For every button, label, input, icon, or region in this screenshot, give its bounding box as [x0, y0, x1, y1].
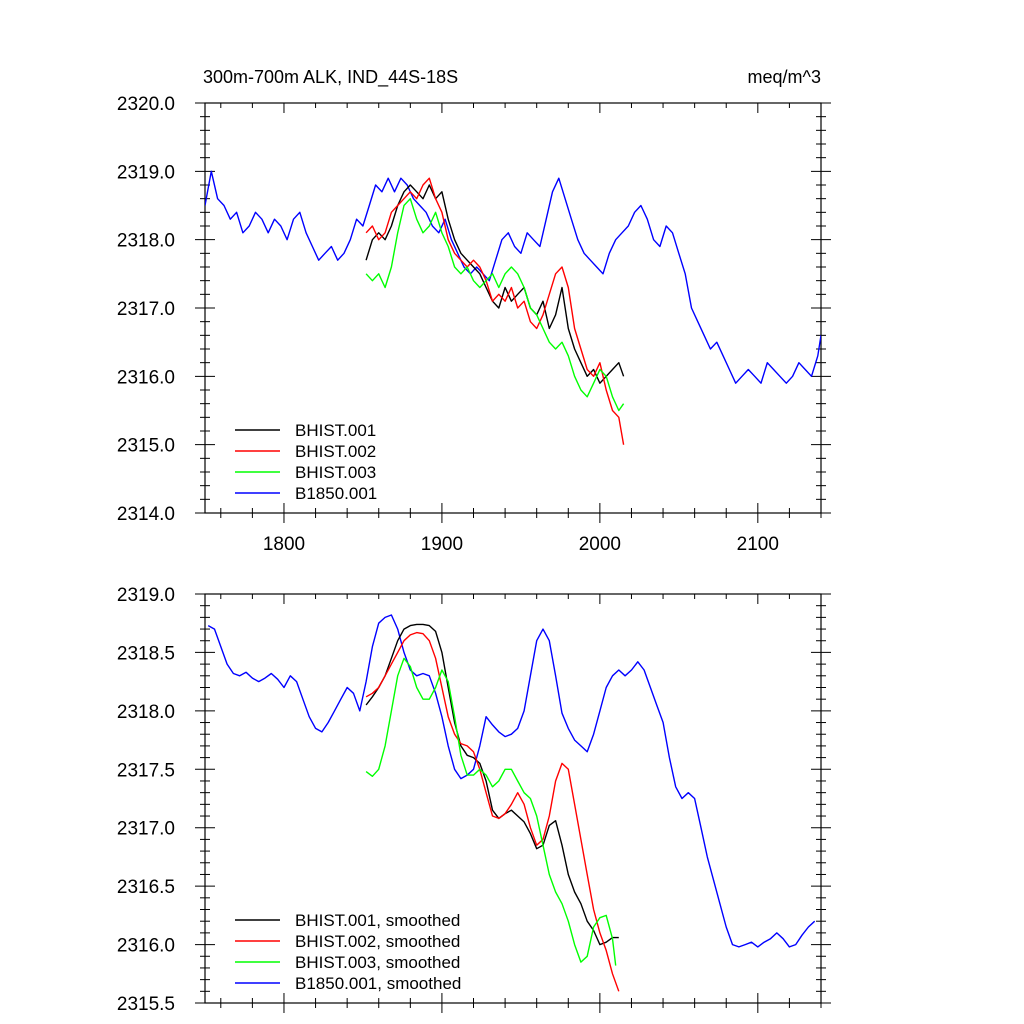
y-tick-label: 2317.0	[117, 819, 175, 840]
y-tick-label: 2318.0	[117, 231, 175, 252]
chart-units: meq/m^3	[748, 67, 821, 87]
legend-label: BHIST.003	[295, 463, 376, 482]
y-tick-label: 2315.5	[117, 994, 175, 1015]
y-tick-label: 2319.0	[117, 162, 175, 183]
series-line-bhist-001	[365, 184, 625, 384]
legend-label: BHIST.001, smoothed	[295, 911, 460, 930]
legend-label: B1850.001, smoothed	[295, 974, 461, 993]
legend-label: BHIST.002, smoothed	[295, 932, 460, 951]
chart-top: 300m-700m ALK, IND_44S-18S meq/m^3 1800 1…	[117, 67, 831, 555]
x-tick-label: 2000	[579, 534, 621, 555]
chart-title: 300m-700m ALK, IND_44S-18S	[203, 67, 458, 88]
y-tick-label: 2316.5	[117, 877, 175, 898]
y-tick-label: 2318.0	[117, 702, 175, 723]
series-line-bhist-002	[365, 177, 625, 445]
legend-label: BHIST.003, smoothed	[295, 953, 460, 972]
series-line-bhist-003-smoothed	[365, 657, 617, 966]
plot-frame	[204, 593, 822, 1004]
y-tick-label: 2320.0	[117, 94, 175, 115]
x-tick-label: 1800	[263, 534, 305, 555]
y-tick-label: 2317.0	[117, 299, 175, 320]
y-tick-label: 2315.0	[117, 436, 175, 457]
series-line-bhist-002-smoothed	[365, 631, 620, 992]
y-tick-label: 2316.0	[117, 367, 175, 388]
x-tick-label: 2100	[737, 534, 779, 555]
x-tick-label: 1900	[421, 534, 463, 555]
y-tick-label: 2319.0	[117, 585, 175, 606]
series-group	[207, 614, 816, 992]
legend-label: BHIST.002	[295, 442, 376, 461]
y-tick-label: 2316.0	[117, 936, 175, 957]
y-tick-label: 2317.5	[117, 760, 175, 781]
series-group	[205, 170, 821, 445]
chart-bottom: 2315.5 2316.0 2316.5 2317.0 2317.5 2318.0 2318…	[117, 585, 831, 1015]
series-line-b1850-001-smoothed	[207, 614, 816, 948]
legend-label: BHIST.001	[295, 421, 376, 440]
series-line-bhist-001-smoothed	[365, 623, 619, 946]
series-line-b1850-001	[205, 170, 821, 384]
y-tick-label: 2314.0	[117, 504, 175, 525]
series-line-bhist-003	[365, 197, 625, 412]
legend-label: B1850.001	[295, 484, 377, 503]
y-tick-label: 2318.5	[117, 643, 175, 664]
